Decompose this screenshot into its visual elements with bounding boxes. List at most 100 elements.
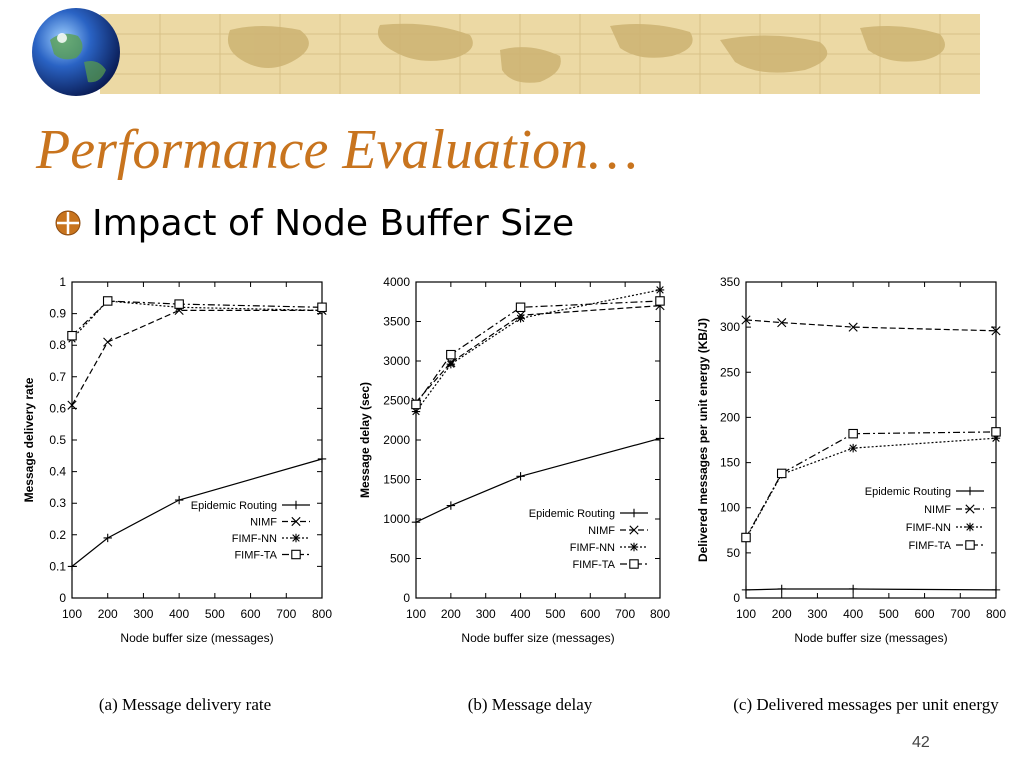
x-tick-label: 200 <box>772 607 792 621</box>
chart-caption: (a) Message delivery rate <box>99 695 271 714</box>
y-tick-label: 350 <box>720 275 740 289</box>
data-point <box>516 472 525 481</box>
data-point <box>655 296 665 306</box>
legend-marker <box>965 540 975 550</box>
series-epidemic-routing <box>411 434 665 527</box>
legend-label: FIMF-NN <box>570 542 615 554</box>
x-tick-label: 300 <box>476 607 496 621</box>
y-tick-label: 0.9 <box>49 307 66 321</box>
legend-label: FIMF-NN <box>906 522 951 534</box>
y-tick-label: 3000 <box>383 354 410 368</box>
series-line <box>415 437 661 523</box>
series-epidemic-routing <box>67 454 327 571</box>
data-point <box>103 337 113 347</box>
y-tick-label: 100 <box>720 501 740 515</box>
series-fimf-ta <box>741 427 1001 543</box>
x-tick-label: 800 <box>986 607 1006 621</box>
data-point <box>741 585 751 595</box>
legend-marker <box>291 549 301 560</box>
data-point <box>848 584 858 594</box>
data-point <box>446 359 456 369</box>
data-point <box>991 433 1001 443</box>
series-line <box>745 431 997 538</box>
data-point <box>655 285 665 295</box>
globe-bullet-icon <box>55 210 81 236</box>
x-tick-label: 400 <box>511 607 531 621</box>
y-tick-label: 0.1 <box>49 559 66 573</box>
y-tick-label: 500 <box>390 552 410 566</box>
x-axis-label: Node buffer size (messages) <box>461 631 614 645</box>
y-tick-label: 4000 <box>383 275 410 289</box>
y-axis-label: Message delivery rate <box>22 377 36 502</box>
series-line <box>415 305 661 403</box>
legend-label: FIMF-TA <box>572 559 615 571</box>
y-tick-label: 0.8 <box>49 338 66 352</box>
data-point <box>848 443 858 453</box>
chart-caption: (c) Delivered messages per unit energy <box>733 695 999 714</box>
bullet-text: Impact of Node Buffer Size <box>92 202 575 244</box>
data-point <box>655 434 665 443</box>
y-tick-label: 50 <box>727 546 741 560</box>
legend-marker <box>291 533 301 543</box>
data-point <box>102 296 113 306</box>
data-point <box>317 454 327 464</box>
legend-label: FIMF-TA <box>234 550 277 562</box>
series-fimf-ta <box>411 296 665 410</box>
chart-caption: (b) Message delay <box>468 695 593 714</box>
x-tick-label: 600 <box>915 607 935 621</box>
legend-label: Epidemic Routing <box>191 500 277 512</box>
legend-marker <box>629 525 639 535</box>
data-point <box>777 584 786 594</box>
x-axis-label: Node buffer size (messages) <box>120 631 273 645</box>
data-point <box>848 428 858 439</box>
data-point <box>776 468 787 479</box>
legend-marker <box>965 504 975 514</box>
legend-label: NIMF <box>924 504 951 516</box>
slide-title: Performance Evaluation… <box>36 119 638 181</box>
y-tick-label: 0.6 <box>49 401 66 415</box>
data-point <box>174 299 184 309</box>
x-tick-label: 200 <box>441 607 461 621</box>
data-point <box>411 399 421 410</box>
legend-label: FIMF-NN <box>232 533 277 545</box>
data-point <box>67 330 77 341</box>
chart-2: 0 500 1000 1500 2000 2500 3000 3500 4000 100 200 30… <box>358 275 670 714</box>
data-point <box>103 533 112 543</box>
series-line <box>71 309 322 406</box>
legend-marker <box>965 486 975 496</box>
bullet-item: Impact of Node Buffer Size <box>54 198 574 248</box>
x-tick-label: 700 <box>950 607 970 621</box>
data-point <box>991 326 1001 336</box>
globe-icon <box>32 8 120 96</box>
plot-frame <box>71 281 323 599</box>
legend-label: Epidemic Routing <box>529 508 615 520</box>
data-point <box>515 302 526 313</box>
x-tick-label: 300 <box>807 607 827 621</box>
x-tick-label: 500 <box>205 607 225 621</box>
series-line <box>71 300 323 337</box>
legend-marker <box>291 516 301 527</box>
x-tick-label: 500 <box>879 607 899 621</box>
series-line <box>415 300 661 405</box>
legend-marker <box>965 522 975 532</box>
x-tick-label: 100 <box>62 607 82 621</box>
legend-marker <box>629 559 639 569</box>
x-tick-label: 400 <box>169 607 189 621</box>
legend-label: NIMF <box>250 517 277 529</box>
chart-3: 0 50 100 150 200 250 300 350 100 200 300 400 500 600 7… <box>696 275 1006 714</box>
y-tick-label: 1000 <box>383 512 410 526</box>
series-epidemic-routing <box>741 584 1001 595</box>
x-tick-label: 800 <box>650 607 670 621</box>
y-tick-label: 300 <box>720 320 740 334</box>
data-point <box>446 349 456 360</box>
series-line <box>745 588 997 591</box>
y-tick-label: 200 <box>720 410 740 424</box>
data-point <box>848 322 858 332</box>
data-point <box>67 400 77 410</box>
y-tick-label: 2000 <box>383 433 410 447</box>
legend-label: FIMF-TA <box>908 540 951 552</box>
series-fimf-ta <box>67 296 327 341</box>
y-tick-label: 0 <box>59 591 66 605</box>
y-tick-label: 0.4 <box>49 465 66 479</box>
slide-banner <box>32 8 980 96</box>
